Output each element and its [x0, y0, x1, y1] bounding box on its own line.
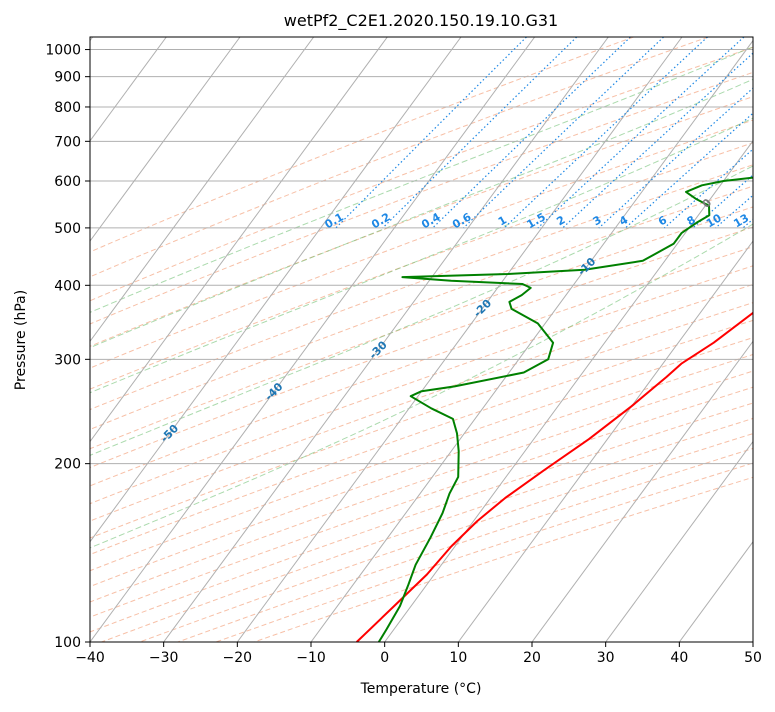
y-tick-label: 300 [54, 352, 81, 368]
dry-adiabat [140, 37, 775, 642]
x-tick-label: −40 [75, 650, 105, 666]
isotherm-line [0, 37, 240, 642]
dry-adiabat [0, 37, 775, 642]
y-tick-label: 800 [54, 100, 81, 116]
x-tick-label: 20 [523, 650, 541, 666]
dry-adiabat [216, 37, 775, 642]
isotherm-label: -40 [262, 380, 285, 403]
isotherm-line [458, 37, 775, 642]
mixing-ratio-label: 8 [685, 213, 698, 228]
isotherm-line [679, 37, 775, 642]
isotherm-line [90, 37, 535, 642]
mixing-ratio-label: 6 [656, 213, 669, 228]
x-tick-label: −10 [296, 650, 326, 666]
wetbulb-label: 0 [700, 196, 715, 211]
y-tick-label: 1000 [45, 43, 81, 59]
x-tick-label: 40 [670, 650, 688, 666]
mixing-ratio-line [538, 37, 744, 228]
mixing-ratio-label: 16 [753, 211, 773, 230]
moist-adiabat [0, 37, 775, 629]
x-tick-label: 50 [744, 650, 762, 666]
dry-adiabat [0, 37, 775, 642]
moist-adiabat [0, 37, 775, 629]
isotherm-label: -30 [367, 338, 390, 361]
mixing-ratio-line [504, 37, 707, 228]
x-tick-label: −20 [223, 650, 253, 666]
y-tick-label: 100 [54, 635, 81, 651]
plot-frame [90, 37, 753, 642]
isotherm-line [0, 37, 387, 642]
isotherm-line [753, 37, 775, 642]
dry-adiabat [0, 37, 775, 642]
y-tick-label: 400 [54, 278, 81, 294]
x-tick-label: 10 [449, 650, 467, 666]
mixing-ratio-label: 3 [591, 213, 604, 228]
x-axis-label: Temperature (°C) [360, 681, 482, 697]
mixing-ratio-line [383, 37, 577, 228]
dry-adiabat [0, 37, 775, 642]
dry-adiabat [63, 37, 775, 642]
dry-adiabat [0, 37, 634, 642]
chart-title: wetPf2_C2E1.2020.150.19.10.G31 [284, 11, 558, 31]
isotherm-line [164, 37, 609, 642]
y-tick-label: 500 [54, 221, 81, 237]
dry-adiabat [102, 37, 775, 642]
dry-adiabat [0, 37, 775, 642]
y-tick-label: 600 [54, 174, 81, 190]
isotherm-line [532, 37, 775, 642]
dry-adiabat [0, 37, 775, 642]
dry-adiabat [0, 37, 775, 642]
mixing-ratio-line [765, 37, 775, 228]
dry-adiabat [0, 37, 775, 642]
dry-adiabat [0, 37, 775, 642]
y-tick-label: 700 [54, 134, 81, 150]
mixing-ratio-line [336, 37, 527, 228]
dry-adiabat [0, 37, 775, 642]
isotherm-label: -50 [158, 422, 181, 445]
isotherm-line [606, 37, 775, 642]
mixing-ratio-line [433, 37, 631, 228]
dry-adiabat [0, 37, 775, 642]
y-tick-label: 200 [54, 457, 81, 473]
dry-adiabat [0, 37, 775, 642]
mixing-ratio-line [664, 37, 775, 228]
isotherm-label: -10 [575, 255, 598, 278]
x-tick-label: 0 [380, 650, 389, 666]
moist-adiabat [0, 37, 775, 629]
dry-adiabat [0, 37, 775, 642]
dry-adiabat [0, 37, 775, 642]
mixing-ratio-label: 1 [496, 213, 509, 228]
y-axis-label: Pressure (hPa) [13, 290, 29, 390]
x-tick-label: 30 [597, 650, 615, 666]
dry-adiabat [0, 37, 775, 642]
mixing-ratio-line [464, 37, 664, 228]
dry-adiabat [0, 37, 708, 642]
moist-adiabat [0, 37, 775, 629]
moist-adiabat [0, 37, 775, 629]
sounding-profile-line [379, 80, 775, 643]
dry-adiabat [0, 37, 775, 642]
isotherm-line [311, 37, 756, 642]
mixing-ratio-label: 4 [617, 213, 630, 228]
dry-adiabat [0, 37, 775, 642]
mixing-ratio-line [563, 37, 771, 228]
x-tick-label: −30 [149, 650, 179, 666]
dry-adiabat [254, 37, 775, 642]
y-tick-label: 900 [54, 70, 81, 86]
mixing-ratio-label: 2 [554, 213, 567, 228]
